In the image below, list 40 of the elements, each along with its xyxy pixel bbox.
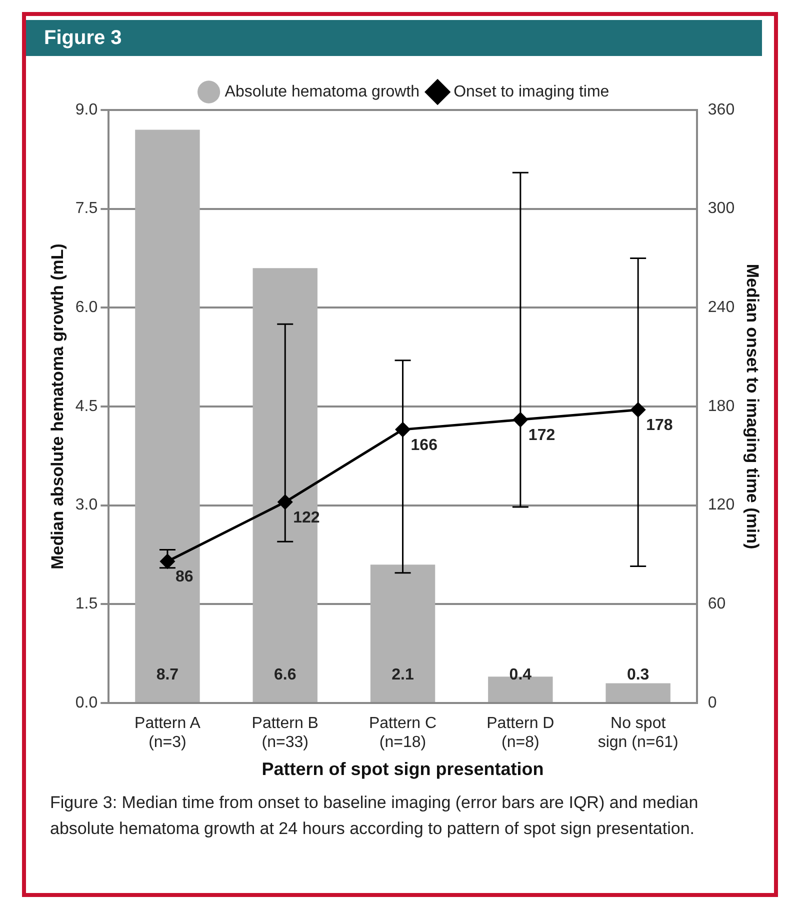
y-tick-label: 6.0 bbox=[75, 299, 98, 316]
y-tick-label: 0.0 bbox=[75, 694, 98, 712]
y2-tick-label: 300 bbox=[708, 200, 735, 218]
y2-tick-label: 360 bbox=[708, 101, 735, 118]
x-tick-label: Pattern A (n=3) bbox=[134, 715, 201, 752]
x-tick-label: Pattern C (n=18) bbox=[368, 715, 437, 752]
y-tick-label: 7.5 bbox=[75, 200, 98, 218]
x-tick-label: Pattern B (n=33) bbox=[252, 715, 318, 752]
data-label: 0.3 bbox=[626, 666, 650, 684]
y2-tick-label: 120 bbox=[708, 496, 735, 514]
x-tick-label: No spot sign (n=61) bbox=[598, 715, 678, 752]
x-tick-label: Pattern D (n=8) bbox=[486, 715, 554, 752]
legend-label: Absolute hematoma growth bbox=[224, 83, 420, 100]
y2-tick-label: 0 bbox=[708, 694, 717, 712]
chart-title: Figure 3 bbox=[26, 20, 762, 56]
y2-tick-label: 60 bbox=[708, 596, 726, 613]
data-label: 8.7 bbox=[156, 666, 179, 684]
data-label: 0.4 bbox=[509, 666, 532, 684]
bar bbox=[135, 130, 200, 702]
y-tick-label: 9.0 bbox=[75, 101, 98, 118]
y-axis-title: Median absolute hematoma growth (mL) bbox=[48, 244, 67, 570]
data-label: 6.6 bbox=[274, 666, 296, 684]
y2-tick-label: 240 bbox=[708, 299, 735, 316]
data-label: 122 bbox=[293, 509, 320, 526]
bar bbox=[370, 564, 436, 702]
data-label: 86 bbox=[175, 568, 194, 586]
caption: Figure 3: Median time from onset to baseline imaging (error bars are IQR) and median absolute hematoma growth at 24 hours according to pattern of spot sign presentation. bbox=[50, 792, 700, 840]
data-label: 178 bbox=[646, 417, 673, 434]
y2-tick-label: 180 bbox=[708, 398, 735, 415]
legend-label: Onset to imaging time bbox=[454, 83, 610, 100]
bar bbox=[252, 268, 318, 702]
x-axis-title: Pattern of spot sign presentation bbox=[262, 759, 544, 780]
y-tick-label: 3.0 bbox=[75, 496, 98, 514]
bar bbox=[606, 683, 670, 702]
data-label: 166 bbox=[410, 436, 438, 454]
data-label: 172 bbox=[528, 427, 556, 444]
data-label: 2.1 bbox=[392, 666, 414, 684]
y-tick-label: 4.5 bbox=[75, 398, 98, 415]
y2-axis-title: Median onset to imaging time (min) bbox=[743, 264, 762, 550]
y-tick-label: 1.5 bbox=[75, 596, 98, 613]
